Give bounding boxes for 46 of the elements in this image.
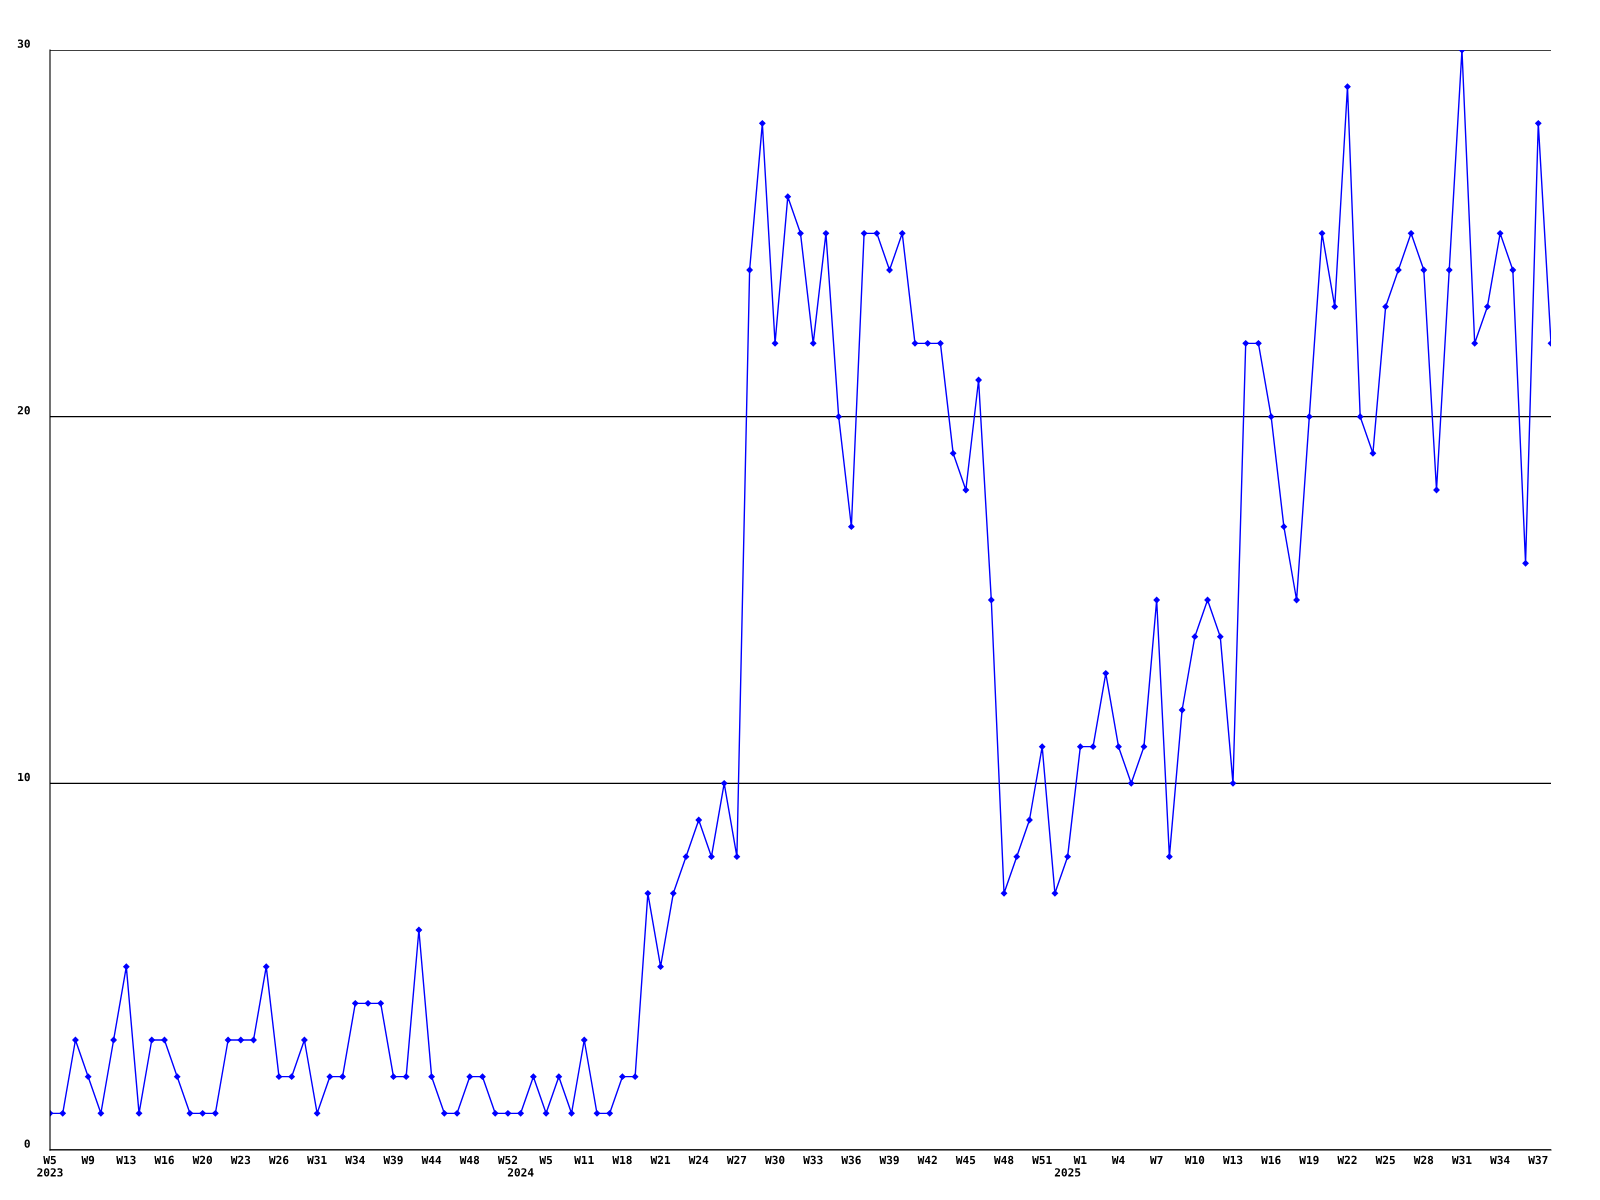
x-tick-label: W16 <box>154 1155 174 1165</box>
x-tick-label: W13 <box>1222 1155 1243 1165</box>
x-tick-label: 2024 <box>507 1168 534 1177</box>
x-tick-label: W48 <box>459 1155 480 1165</box>
y-tick-label: 30 <box>17 39 30 48</box>
x-tick-label: W22 <box>1337 1155 1357 1164</box>
x-tick-label: W18 <box>612 1155 632 1165</box>
x-tick-label: W28 <box>1413 1155 1434 1165</box>
x-tick-label: W30 <box>765 1155 785 1165</box>
x-tick-label: W45 <box>955 1155 976 1165</box>
x-tick-label: W23 <box>230 1155 251 1165</box>
x-tick-label: W48 <box>993 1155 1014 1165</box>
x-tick-label: W27 <box>726 1155 747 1164</box>
x-tick-label: W39 <box>879 1155 899 1165</box>
x-tick-label: W5 2023 <box>37 1155 63 1177</box>
x-tick-label: W7 <box>1149 1155 1163 1164</box>
x-tick-label: 2025 <box>1054 1168 1081 1177</box>
x-tick-label: W31 <box>307 1155 327 1165</box>
x-tick-label: W21 <box>650 1155 671 1164</box>
x-tick-label: W36 <box>841 1155 861 1165</box>
x-tick-label: W24 <box>688 1155 709 1164</box>
x-tick-label: W9 <box>81 1155 95 1165</box>
y-tick-label: 10 <box>18 772 30 782</box>
y-tick-label: 0 <box>24 1139 30 1148</box>
x-tick-label: W26 <box>268 1155 289 1165</box>
x-tick-label: W25 <box>1375 1155 1395 1165</box>
x-tick-label: W34 <box>1490 1155 1510 1165</box>
x-tick-label: W42 <box>917 1155 937 1164</box>
x-tick-label: W13 <box>116 1155 136 1165</box>
x-tick-label: W4 <box>1111 1155 1125 1164</box>
x-tick-label: W52 <box>497 1155 518 1165</box>
x-tick-label: W51 <box>1032 1155 1052 1165</box>
x-tick-label: W10 <box>1184 1155 1205 1165</box>
x-tick-label: W33 <box>803 1155 823 1165</box>
x-tick-label: W11 <box>574 1155 594 1164</box>
x-tick-label: W39 <box>383 1155 403 1165</box>
x-tick-label: W1 <box>1073 1155 1087 1164</box>
y-tick-label: 20 <box>17 406 30 415</box>
x-tick-label: W5 <box>539 1155 553 1165</box>
x-tick-label: W44 <box>421 1155 442 1164</box>
x-tick-label: W20 <box>192 1155 213 1165</box>
x-tick-label: W16 <box>1261 1155 1281 1165</box>
x-tick-label: W19 <box>1299 1155 1319 1165</box>
x-tick-label: W31 <box>1451 1155 1472 1165</box>
x-tick-label: W37 <box>1528 1155 1548 1165</box>
x-tick-label: W34 <box>345 1155 365 1165</box>
